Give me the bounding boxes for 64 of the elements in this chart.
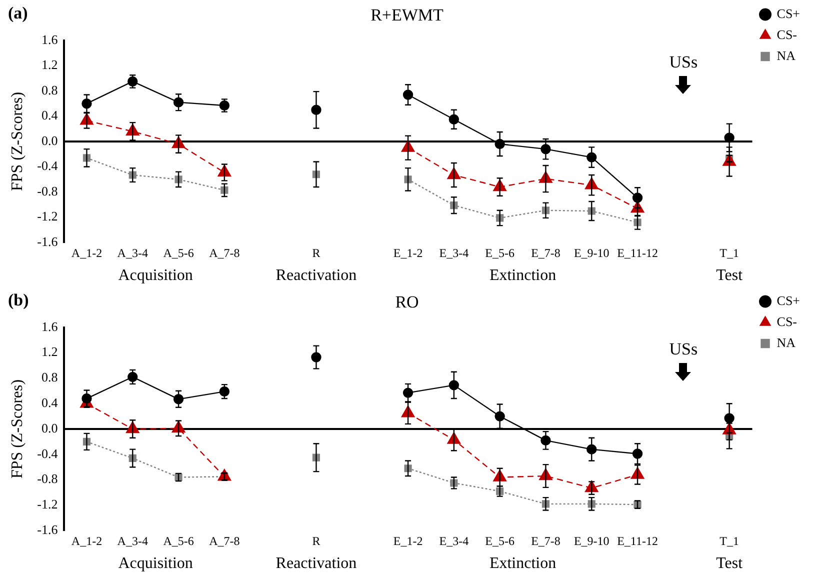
x-tick-label: E_7-8 — [531, 534, 560, 548]
legend-label: NA — [776, 334, 796, 350]
text: Test — [716, 267, 744, 284]
text: Extinction — [489, 555, 556, 572]
annotation: USs — [669, 52, 698, 72]
x-tick-label: E_7-8 — [531, 246, 560, 260]
x-tick-label: E_9-10 — [574, 534, 610, 548]
y-tick-label: 1.2 — [42, 57, 58, 72]
text: Reactivation — [276, 267, 357, 284]
text: Acquisition — [118, 555, 193, 572]
x-tick-label: E_1-2 — [393, 246, 423, 260]
legend-label: CS+ — [776, 292, 800, 308]
y-tick-label: -0.4 — [37, 158, 58, 174]
chart-title: R+EWMT — [370, 6, 444, 25]
x-tick-label: E_11-12 — [617, 246, 658, 260]
x-tick-label: E_9-10 — [574, 246, 610, 260]
x-tick-label: A_5-6 — [163, 246, 194, 260]
y-tick-label: -1.2 — [37, 496, 58, 512]
x-tick-label: A_3-4 — [117, 246, 148, 260]
text: (b) — [8, 290, 29, 310]
text: Test — [716, 555, 744, 572]
x-tick-label: R — [312, 246, 320, 260]
text: Reactivation — [276, 555, 357, 572]
y-tick-label: 1.6 — [42, 318, 58, 334]
legend-label: CS+ — [776, 6, 800, 21]
x-tick-label: A_1-2 — [71, 246, 102, 260]
x-tick-label: A_7-8 — [209, 534, 240, 548]
y-tick-label: 1.2 — [42, 344, 58, 360]
y-tick-label: -0.8 — [37, 471, 58, 486]
x-tick-label: A_7-8 — [209, 246, 240, 260]
y-tick-label: -0.4 — [37, 446, 58, 461]
x-tick-label: T_1 — [720, 534, 739, 548]
legend-label: NA — [776, 48, 796, 63]
x-tick-label: E_1-2 — [393, 534, 423, 548]
legend-label: CS- — [776, 314, 797, 329]
y-tick-label: 0.4 — [42, 108, 58, 123]
x-tick-label: A_3-4 — [117, 534, 148, 548]
y-axis-title: FPS (Z-Scores) — [8, 379, 26, 479]
x-tick-label: E_11-12 — [617, 534, 658, 548]
annotation: USs — [669, 340, 698, 359]
x-tick-label: E_3-4 — [439, 246, 469, 260]
legend-label: CS- — [776, 26, 797, 42]
y-tick-label: 1.6 — [42, 32, 58, 47]
x-tick-label: R — [312, 534, 320, 548]
x-tick-label: A_5-6 — [163, 534, 194, 548]
x-tick-label: A_1-2 — [71, 534, 102, 548]
x-tick-label: T_1 — [720, 246, 739, 260]
y-tick-label: 0.0 — [42, 132, 58, 148]
y-tick-label: 0.0 — [42, 420, 58, 436]
text: (a) — [8, 3, 28, 22]
y-tick-label: -1.2 — [37, 208, 58, 224]
y-tick-label: -1.6 — [37, 522, 58, 538]
y-tick-label: -0.8 — [37, 183, 58, 198]
y-tick-label: 0.8 — [42, 82, 58, 98]
y-tick-label: -1.6 — [37, 234, 58, 250]
y-axis-title: FPS (Z-Scores) — [8, 92, 26, 192]
y-tick-label: 0.8 — [42, 370, 58, 385]
chart-title: RO — [395, 292, 419, 312]
text: Extinction — [489, 267, 556, 284]
text: Acquisition — [118, 267, 193, 284]
x-tick-label: E_3-4 — [439, 534, 469, 548]
x-tick-label: E_5-6 — [485, 246, 514, 260]
y-tick-label: 0.4 — [42, 395, 58, 410]
x-tick-label: E_5-6 — [485, 534, 514, 548]
